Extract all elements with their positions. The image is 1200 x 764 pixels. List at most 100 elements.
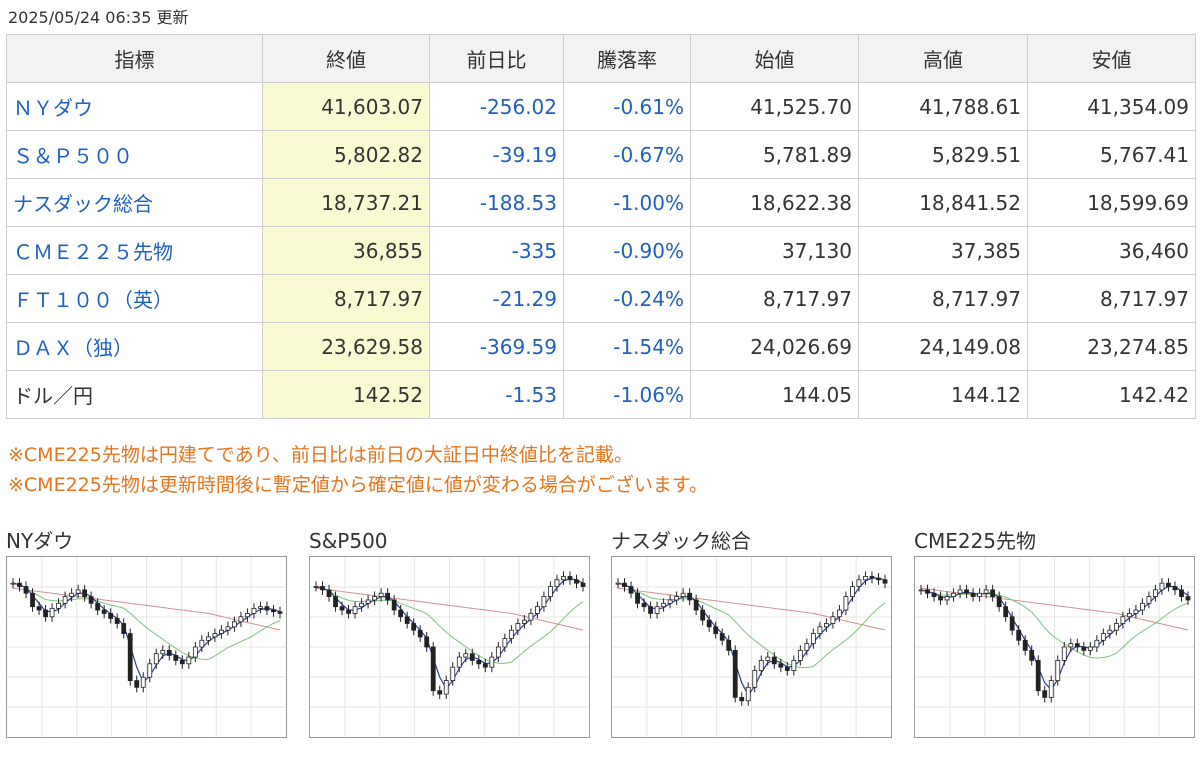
candle-body xyxy=(635,592,640,604)
candle-body xyxy=(101,609,107,614)
candle-body xyxy=(495,646,501,658)
candle-body xyxy=(482,663,488,668)
high-value: 24,149.08 xyxy=(858,322,1028,371)
candle-body xyxy=(1146,596,1152,604)
candle-body xyxy=(674,596,680,601)
candle-body xyxy=(771,656,777,665)
candle-body xyxy=(554,579,560,587)
candle-body xyxy=(1179,589,1184,598)
candle-body xyxy=(758,660,764,671)
candle-body xyxy=(1172,586,1178,591)
candle-body xyxy=(791,660,797,671)
candle-body xyxy=(876,577,881,581)
close-value: 41,603.07 xyxy=(262,82,430,131)
candle-body xyxy=(225,626,231,631)
candle-body xyxy=(996,596,1002,608)
candle-body xyxy=(726,639,732,651)
chart-sp500[interactable]: S&P500 xyxy=(309,526,590,738)
mini-chart-svg[interactable] xyxy=(914,556,1195,738)
chart-nasdaq[interactable]: ナスダック総合 xyxy=(611,526,892,738)
candle-body xyxy=(476,660,482,665)
chart-cme225[interactable]: CME225先物 xyxy=(914,526,1195,738)
high-value: 37,385 xyxy=(858,226,1028,275)
change-value: -21.29 xyxy=(429,274,564,323)
chart-nydow[interactable]: NYダウ xyxy=(6,526,287,738)
change-value: -39.19 xyxy=(429,130,564,179)
table-row: ナスダック総合 18,737.21 -188.53 -1.00% 18,622.… xyxy=(6,178,1196,227)
candle-body xyxy=(667,599,673,604)
candle-body xyxy=(192,646,198,658)
low-value: 5,767.41 xyxy=(1027,130,1196,179)
index-link-nasdaq[interactable]: ナスダック総合 xyxy=(6,178,263,227)
candle-body xyxy=(443,680,449,695)
candle-body xyxy=(521,619,527,624)
candle-body xyxy=(1120,616,1126,624)
close-value: 8,717.97 xyxy=(262,274,430,323)
candle-body xyxy=(654,606,660,614)
candle-body xyxy=(30,592,35,608)
mini-chart-svg[interactable] xyxy=(309,556,590,738)
index-link-sp500[interactable]: Ｓ＆Ｐ５００ xyxy=(6,130,263,179)
candle-body xyxy=(469,653,475,661)
ma-mid-line xyxy=(12,582,281,661)
candle-body xyxy=(797,649,803,661)
ma-long-line xyxy=(617,587,886,631)
header-close: 終値 xyxy=(262,34,430,83)
candle-body xyxy=(160,649,166,655)
chart-title: CME225先物 xyxy=(914,529,1037,553)
candle-body xyxy=(957,589,963,594)
candle-body xyxy=(88,596,94,604)
index-link-dax[interactable]: ＤＡＸ（独） xyxy=(6,322,263,371)
candle-body xyxy=(580,582,586,587)
index-link-nydow[interactable]: ＮＹダウ xyxy=(6,82,263,131)
candle-body xyxy=(56,602,61,609)
candle-body xyxy=(661,602,666,608)
low-value: 36,460 xyxy=(1027,226,1196,275)
low-value: 142.42 xyxy=(1027,370,1196,419)
candle-body xyxy=(970,592,976,598)
candle-body xyxy=(869,576,875,579)
candle-body xyxy=(1113,623,1119,631)
candle-body xyxy=(931,592,937,598)
candle-body xyxy=(463,653,469,658)
candle-body xyxy=(1100,633,1106,641)
candle-body xyxy=(680,592,686,598)
candle-body xyxy=(1107,629,1113,634)
candle-body xyxy=(277,611,283,614)
candle-body xyxy=(264,606,270,611)
rate-value: -1.06% xyxy=(563,370,691,419)
mini-chart-svg[interactable] xyxy=(6,556,287,738)
candle-body xyxy=(687,592,693,601)
market-index-table: 指標 終値 前日比 騰落率 始値 高値 安値 ＮＹダウ 41,603.07 -2… xyxy=(6,34,1196,419)
index-link-ft100[interactable]: ＦＴ１００（英） xyxy=(6,274,263,323)
candle-body xyxy=(964,589,969,594)
candle-body xyxy=(404,616,410,624)
candle-body xyxy=(1048,680,1054,698)
candle-body xyxy=(918,589,924,592)
candle-body xyxy=(983,589,989,594)
candle-body xyxy=(1022,639,1028,651)
candle-body xyxy=(567,576,573,581)
candle-body xyxy=(23,586,29,594)
candle-body xyxy=(541,596,547,608)
candle-body xyxy=(108,613,114,619)
chart-title: S&P500 xyxy=(309,529,388,553)
rate-value: -0.61% xyxy=(563,82,691,131)
low-value: 18,599.69 xyxy=(1027,178,1196,227)
candle-body xyxy=(437,690,443,695)
candle-body xyxy=(700,609,706,621)
mini-chart-svg[interactable] xyxy=(611,556,892,738)
table-row: ＤＡＸ（独） 23,629.58 -369.59 -1.54% 24,026.6… xyxy=(6,322,1196,371)
candle-body xyxy=(489,656,495,668)
rate-value: -0.90% xyxy=(563,226,691,275)
candle-body xyxy=(1087,646,1093,651)
candle-body xyxy=(372,596,378,601)
candle-body xyxy=(95,602,101,611)
high-value: 18,841.52 xyxy=(858,178,1028,227)
candle-body xyxy=(450,666,456,682)
candle-body xyxy=(271,609,276,613)
index-link-cme225[interactable]: ＣＭＥ２２５先物 xyxy=(6,226,263,275)
candle-body xyxy=(238,616,244,623)
candle-body xyxy=(739,696,745,702)
open-value: 41,525.70 xyxy=(690,82,859,131)
